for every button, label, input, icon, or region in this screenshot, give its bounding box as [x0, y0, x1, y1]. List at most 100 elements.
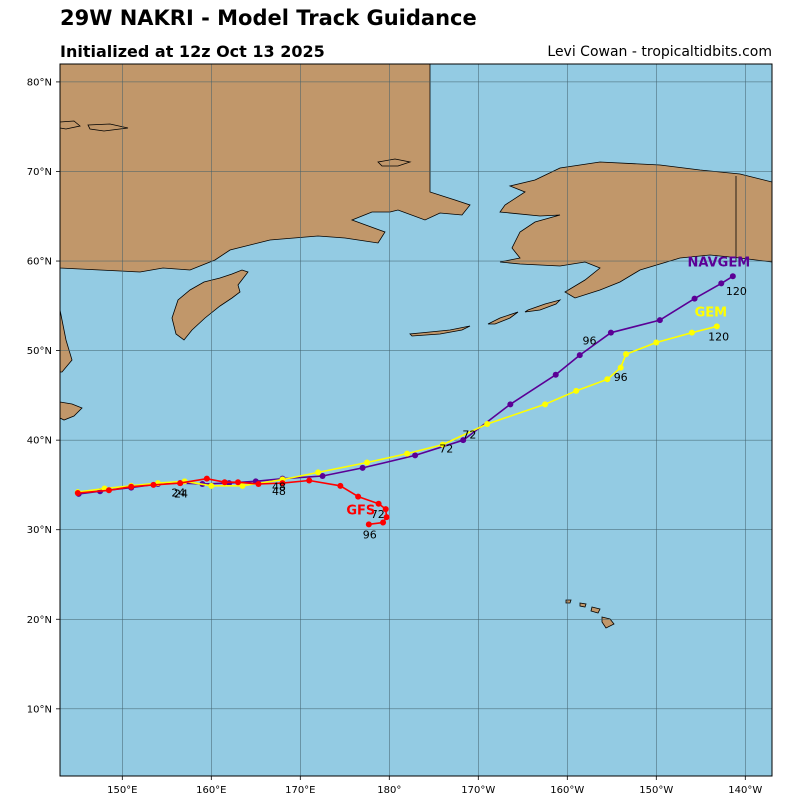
track-point-gfs [306, 477, 313, 484]
chart-subtitle: Initialized at 12z Oct 13 2025 [60, 42, 325, 61]
model-label-gem: GEM [695, 305, 728, 320]
lon-tick-label: 140°W [728, 785, 762, 796]
track-point-gfs [235, 479, 241, 486]
land-hawaii-oahu [579, 602, 587, 608]
forecast-hour-label: 24 [171, 487, 185, 500]
forecast-hour-label: 48 [272, 480, 286, 493]
land-siberia [60, 64, 471, 273]
track-point-navgem [607, 329, 614, 336]
chart-title: 29W NAKRI - Model Track Guidance [60, 6, 477, 30]
land-hawaii-maui [590, 606, 601, 614]
lat-tick-label: 70°N [27, 167, 52, 178]
track-point-gem [208, 482, 215, 489]
track-point-navgem [718, 280, 725, 287]
track-point-gem [542, 401, 549, 408]
lat-tick-label: 60°N [27, 257, 52, 268]
track-point-gem [404, 450, 411, 457]
credit-text: Levi Cowan - tropicaltidbits.com [547, 44, 772, 60]
lat-tick-label: 50°N [27, 346, 52, 357]
lon-tick-label: 160°W [550, 785, 584, 796]
track-point-gem [623, 351, 630, 358]
model-label-gfs: GFS [346, 503, 375, 518]
lat-tick-label: 30°N [27, 525, 52, 536]
track-point-gem [653, 339, 660, 346]
track-point-gfs [279, 480, 286, 487]
track-point-navgem [359, 464, 366, 471]
land-wrangel [377, 158, 412, 167]
forecast-hour-label: 72 [439, 443, 453, 456]
track-point-gfs [74, 489, 81, 496]
forecast-hour-label: 120 [708, 331, 729, 344]
track-point-gfs [380, 519, 387, 526]
land-nsiberian-a [60, 120, 81, 130]
track-point-navgem [319, 472, 326, 479]
track-point-gfs [365, 521, 372, 528]
land-layer [60, 64, 772, 629]
forecast-hour-label: 120 [726, 285, 747, 298]
land-aleutians-m [487, 311, 519, 325]
track-point-gem [688, 329, 695, 336]
model-label-navgem: NAVGEM [688, 255, 751, 270]
land-aleutians-w [409, 325, 471, 337]
track-point-gem [364, 459, 371, 466]
track-point-navgem [412, 452, 419, 459]
forecast-hour-label: 72 [371, 508, 385, 521]
track-point-navgem [460, 437, 467, 444]
lon-tick-label: 150°W [639, 785, 673, 796]
track-point-navgem [729, 273, 736, 280]
track-point-gfs [337, 482, 344, 489]
track-point-navgem [507, 401, 514, 408]
track-point-gfs [382, 506, 389, 513]
track-point-gem [573, 387, 580, 394]
lat-tick-labels: 10°N 20°N 30°N 40°N 50°N 60°N 70°N 80°N [27, 77, 60, 715]
track-point-gfs [375, 500, 382, 507]
track-point-gfs [105, 487, 112, 494]
gridlines [60, 64, 772, 776]
lon-tick-label: 170°E [285, 785, 315, 796]
track-point-gem [315, 469, 322, 476]
land-okhotsk-coast [60, 309, 73, 373]
track-point-navgem [691, 295, 698, 302]
land-hawaii-big [601, 616, 615, 629]
lat-tick-label: 40°N [27, 436, 52, 447]
lon-tick-label: 160°E [196, 785, 226, 796]
track-point-gfs [221, 479, 228, 486]
lon-tick-label: 150°E [107, 785, 137, 796]
track-point-gem [604, 376, 611, 383]
forecast-hour-label: 72 [462, 428, 476, 441]
forecast-hour-label: 24 [174, 487, 188, 500]
lat-tick-label: 20°N [27, 615, 52, 626]
forecast-hour-label: 96 [363, 529, 377, 542]
track-point-gem [484, 421, 491, 428]
land-nsiberian-b [87, 123, 129, 132]
track-point-navgem [576, 352, 583, 359]
track-point-navgem [552, 371, 559, 378]
lat-tick-label: 80°N [27, 77, 52, 88]
forecast-hour-label: 48 [272, 485, 286, 498]
land-aleutians-e [524, 299, 562, 313]
track-point-gfs [177, 480, 184, 487]
track-point-gfs [255, 481, 262, 488]
track-point-gem [439, 441, 446, 448]
model-tracks [74, 273, 736, 528]
track-point-gfs [203, 475, 210, 482]
land-hawaii-kauai [565, 599, 572, 604]
track-point-gfs [383, 514, 390, 521]
land-kamchatka [171, 269, 249, 341]
track-point-gfs [355, 493, 362, 500]
track-point-gfs [150, 481, 157, 488]
forecast-hour-label: 96 [614, 371, 628, 384]
land-hokkaido [60, 401, 83, 421]
lon-tick-label: 170°W [461, 785, 495, 796]
track-point-gem [617, 364, 624, 371]
lat-tick-label: 10°N [27, 704, 52, 715]
map-frame [59, 63, 773, 777]
lon-tick-label: 180° [377, 785, 401, 796]
track-point-gfs [128, 483, 135, 490]
track-point-gem [713, 323, 720, 330]
forecast-hour-label: 96 [583, 334, 597, 347]
land-alaska [499, 161, 772, 299]
track-point-gem [239, 482, 246, 489]
